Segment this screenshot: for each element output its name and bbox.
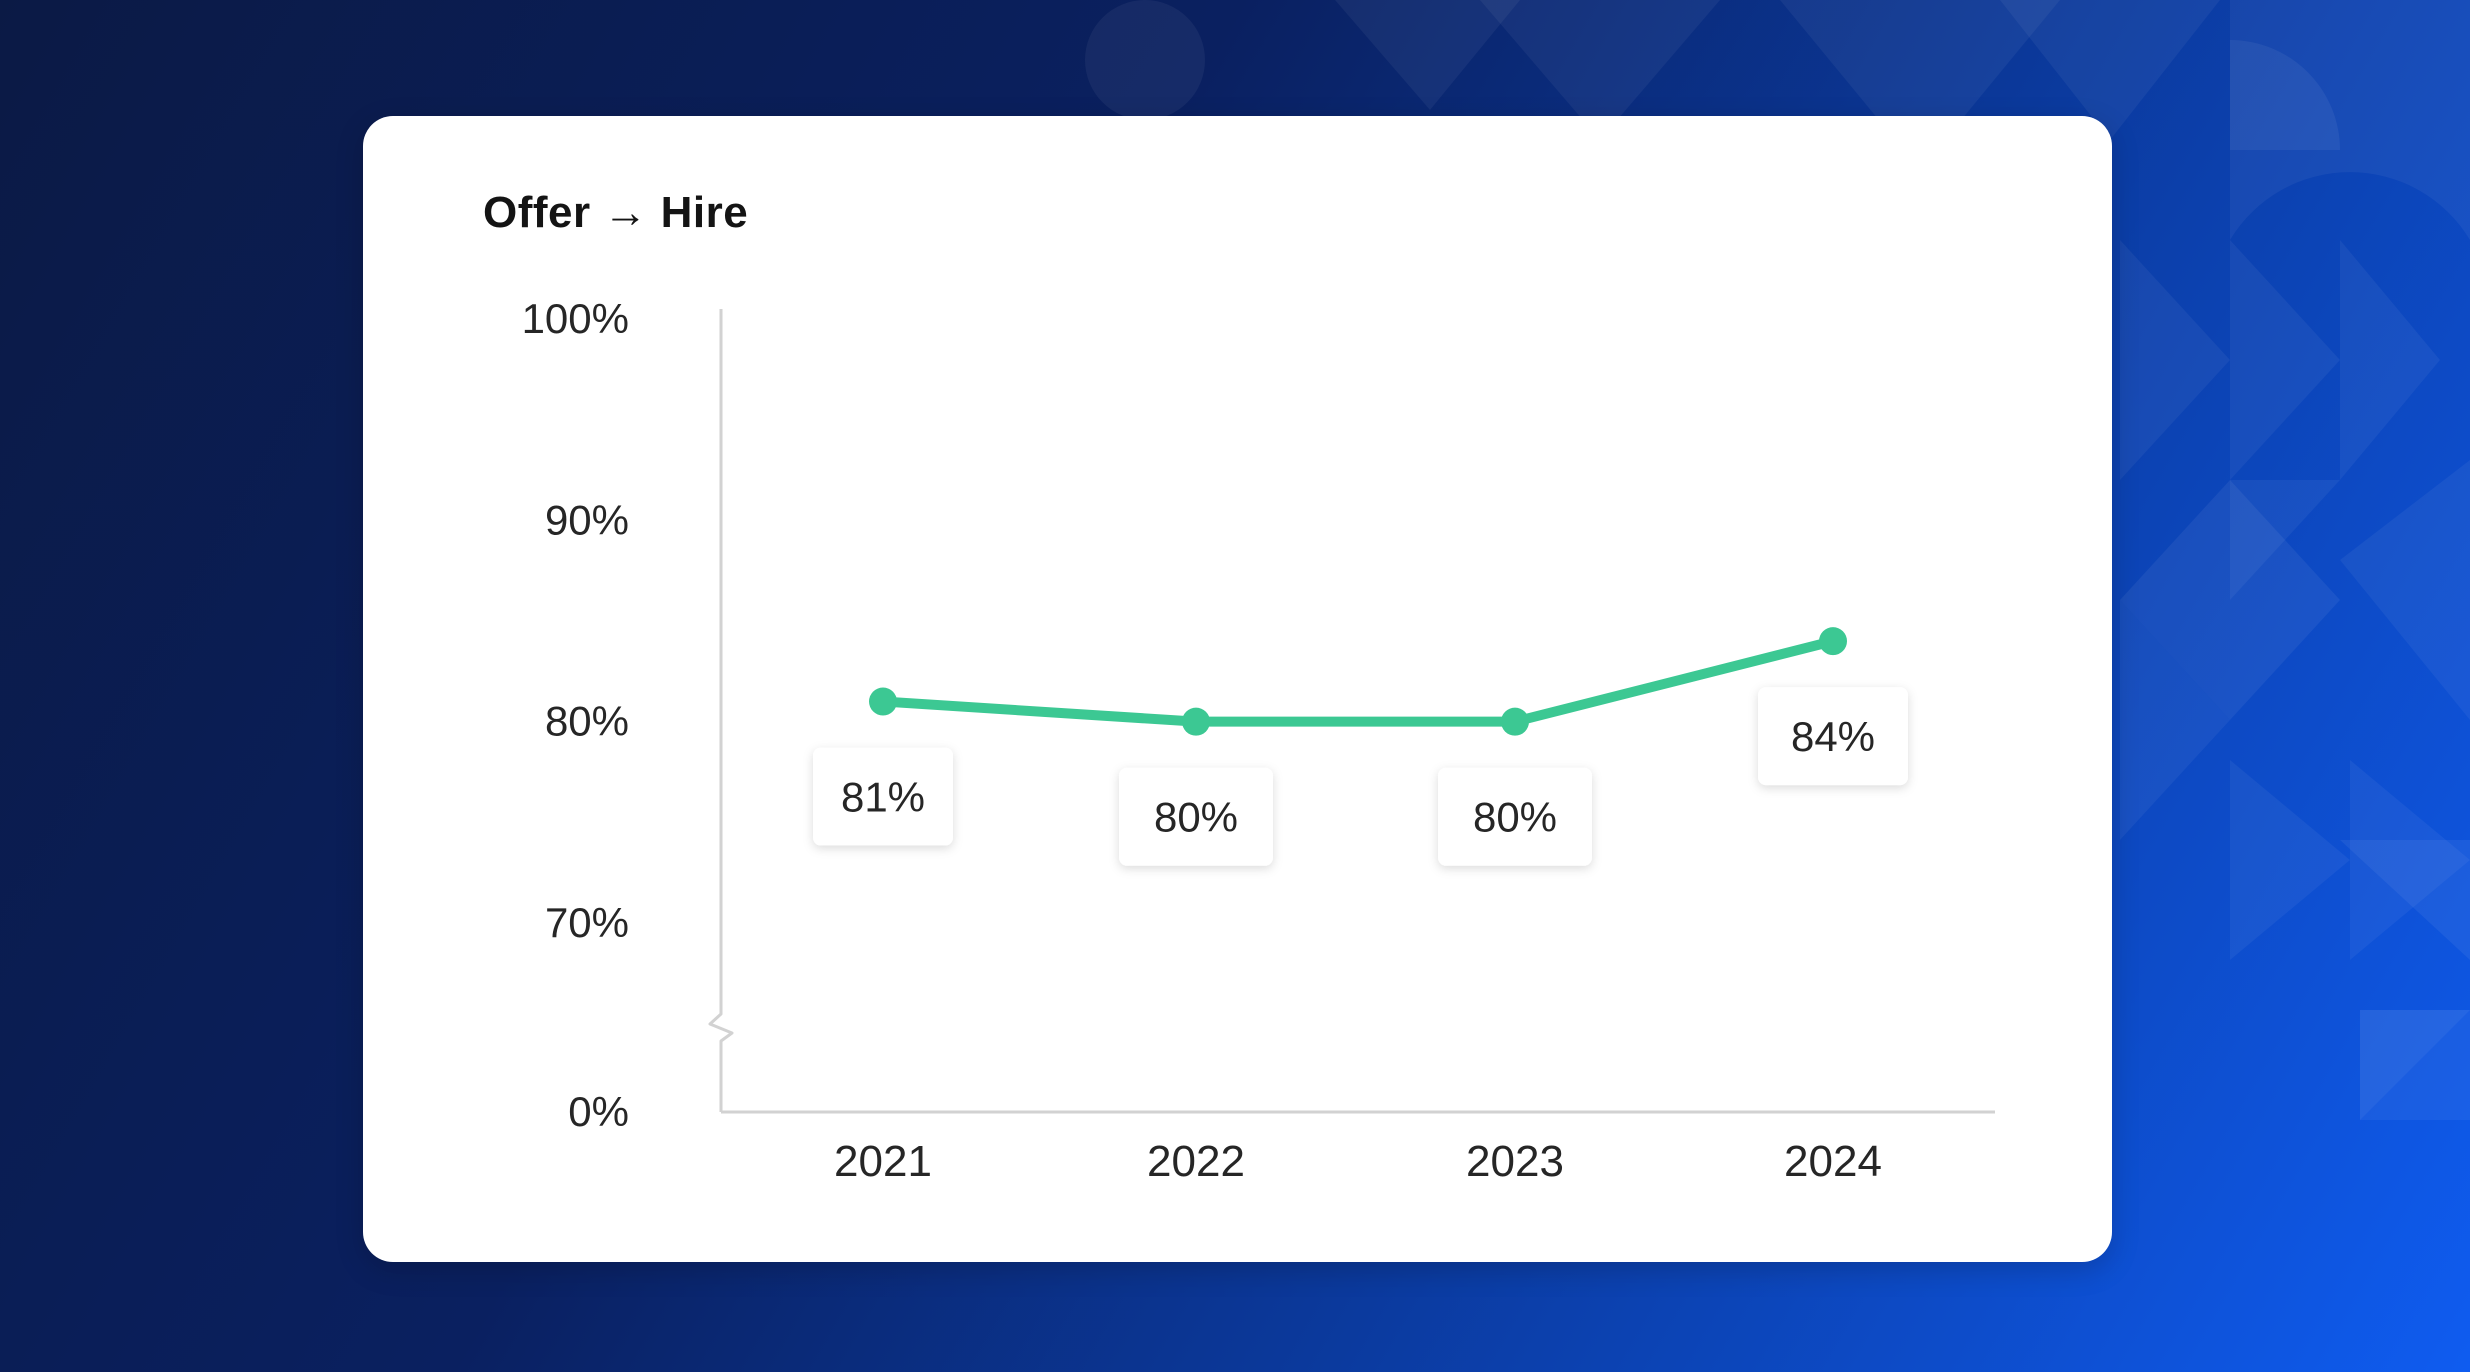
data-point: [1819, 627, 1847, 656]
y-tick-label: 100%: [522, 295, 629, 342]
data-label-text: 84%: [1791, 713, 1875, 760]
y-axis-line-with-break: [708, 309, 734, 1112]
data-label-text: 80%: [1154, 794, 1238, 841]
y-tick-label: 70%: [545, 899, 629, 946]
series-line: [878, 636, 1838, 727]
data-label: 81%: [813, 747, 953, 846]
x-tick-label: 2023: [1466, 1137, 1564, 1186]
y-tick-label: 0%: [568, 1088, 629, 1135]
data-point: [1501, 707, 1529, 736]
data-label-text: 80%: [1473, 794, 1557, 841]
data-label-text: 81%: [841, 774, 925, 821]
data-label: 84%: [1758, 687, 1908, 786]
line-chart: 100%90%80%70%0% 2021 2022 2023 2024 81% 80% 8…: [522, 295, 1995, 1186]
data-label-box: [1438, 767, 1592, 866]
data-label: 80%: [1119, 767, 1273, 866]
x-tick-label: 2022: [1147, 1137, 1245, 1186]
x-tick-label: 2024: [1784, 1137, 1882, 1186]
data-labels: 81% 80% 80% 84%: [813, 687, 1908, 866]
y-tick-label: 80%: [545, 698, 629, 745]
data-point: [869, 687, 897, 716]
chart-axes: [708, 309, 1995, 1114]
data-label-box: [1119, 767, 1273, 866]
data-label-box: [813, 747, 953, 846]
chart-series: [869, 627, 1847, 736]
data-label-box: [1758, 687, 1908, 786]
chart-card: Offer → Hire 100% 90% 80% 70% 0% 2021 2022 202…: [363, 116, 2112, 1262]
x-axis-tick-labels: 2021 2022 2023 2024: [834, 1137, 1882, 1186]
y-axis-tick-labels: 100% 90% 80% 70% 0%: [522, 295, 629, 1135]
data-label: 80%: [1438, 767, 1592, 866]
x-tick-label: 2021: [834, 1137, 932, 1186]
data-point: [1182, 707, 1210, 736]
y-tick-label: 90%: [545, 496, 629, 543]
chart-title: Offer → Hire: [483, 188, 749, 237]
